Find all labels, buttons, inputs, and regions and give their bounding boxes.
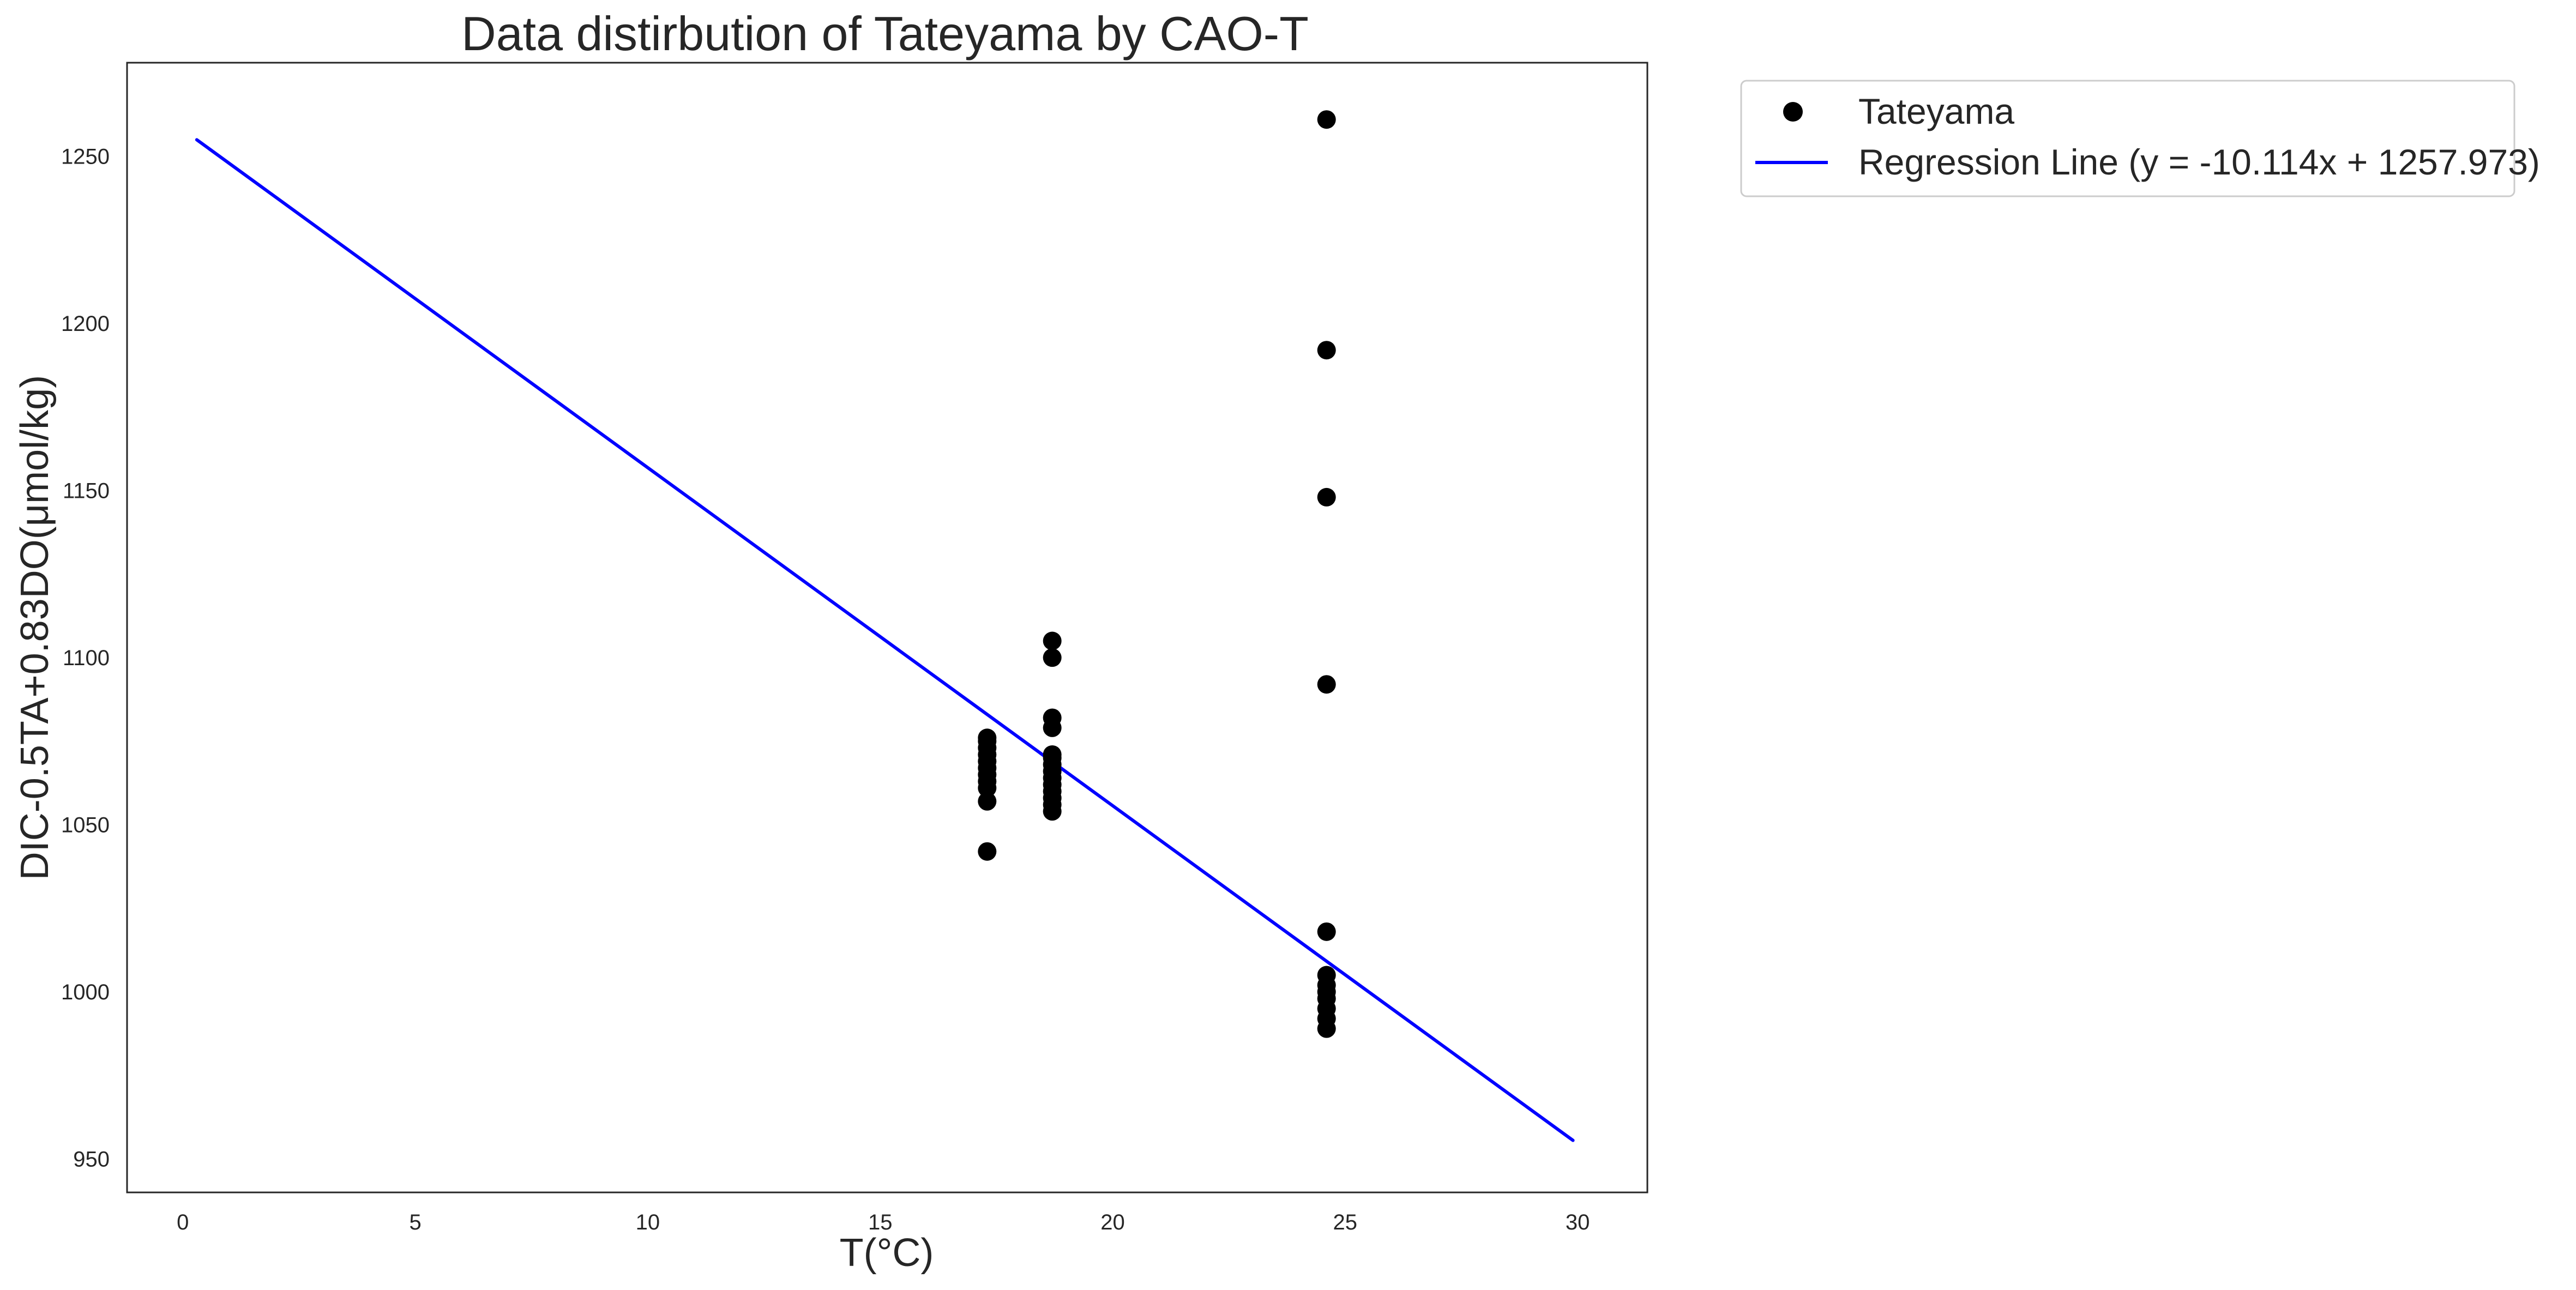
x-tick-label: 20 — [1100, 1210, 1125, 1234]
x-axis-label: T(°C) — [840, 1231, 934, 1275]
y-tick-label: 950 — [73, 1148, 110, 1172]
scatter-points — [978, 110, 1336, 1038]
regression-line — [195, 138, 1575, 1142]
y-tick-label: 1050 — [61, 813, 110, 837]
x-tick-label: 10 — [636, 1210, 660, 1234]
chart-title: Data distirbution of Tateyama by CAO-T — [461, 7, 1309, 61]
data-point — [1317, 966, 1336, 985]
data-point — [1043, 648, 1062, 667]
legend-label-regression-line: Regression Line (y = -10.114x + 1257.973… — [1858, 142, 2540, 182]
data-point — [978, 842, 997, 861]
y-tick-label: 1000 — [61, 980, 110, 1004]
x-axis-ticks: 0 5 10 15 20 25 30 — [177, 1210, 1590, 1234]
y-tick-label: 1200 — [61, 312, 110, 336]
y-tick-label: 1150 — [63, 479, 110, 503]
x-tick-label: 5 — [409, 1210, 421, 1234]
y-axis-label: DIC-0.5TA+0.83DO(μmol/kg) — [13, 375, 57, 880]
data-point — [1043, 631, 1062, 650]
y-axis-ticks: 950 1000 1050 1100 1150 1200 1250 — [61, 145, 110, 1172]
x-tick-label: 0 — [177, 1210, 189, 1234]
plot-area — [126, 62, 1648, 1193]
data-point — [1317, 922, 1336, 941]
legend-marker-tateyama — [1783, 102, 1803, 122]
plot-frame — [126, 62, 1648, 1193]
data-point — [978, 792, 997, 811]
data-point — [978, 728, 997, 748]
regression-line-layer — [195, 138, 1575, 1142]
data-point — [1043, 745, 1062, 764]
data-point — [1317, 487, 1336, 507]
data-point — [1317, 675, 1336, 694]
x-tick-label: 25 — [1333, 1210, 1358, 1234]
legend: Tateyama Regression Line (y = -10.114x +… — [1740, 80, 2540, 197]
legend-frame — [1740, 80, 2515, 197]
y-tick-label: 1250 — [61, 145, 110, 169]
legend-label-tateyama: Tateyama — [1858, 91, 2014, 131]
data-point — [1317, 110, 1336, 129]
x-tick-label: 30 — [1566, 1210, 1590, 1234]
data-point — [1317, 341, 1336, 360]
y-tick-label: 1100 — [63, 646, 110, 670]
x-tick-label: 15 — [868, 1210, 893, 1234]
data-point — [1043, 708, 1062, 727]
